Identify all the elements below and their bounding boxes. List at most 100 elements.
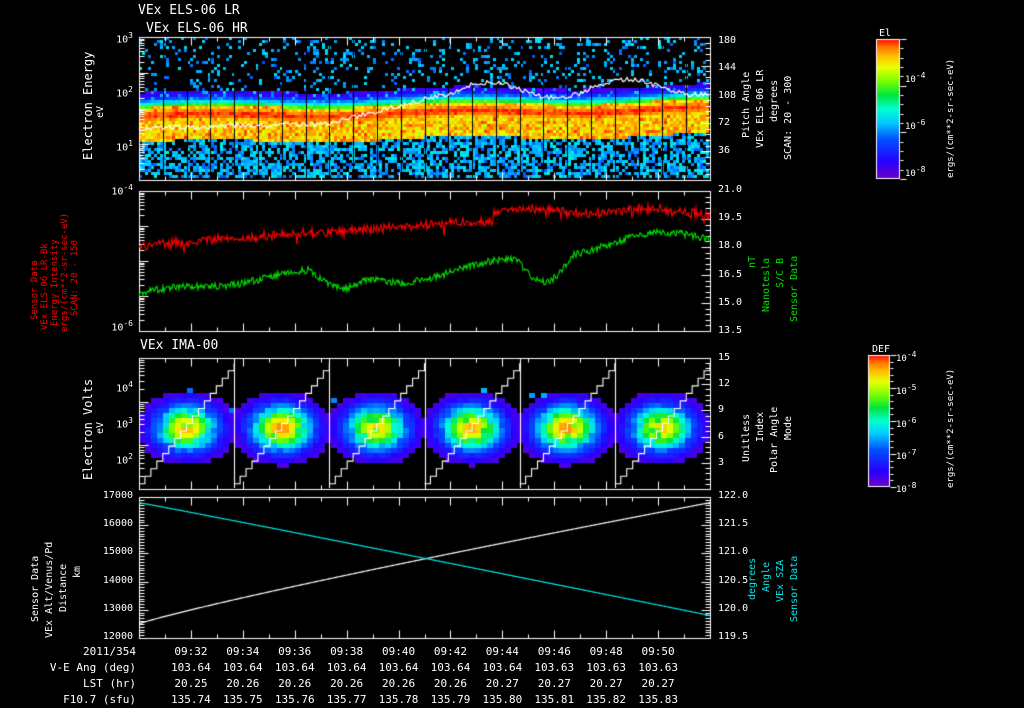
axis-table-cell-r0-c9: 09:50 <box>641 645 675 658</box>
panel3-cbar-tick-m6: 10-6 <box>896 415 917 430</box>
panel3-right-label-mode: Mode <box>783 415 794 440</box>
panel3-right-label-polar-angle: Polar Angle <box>769 406 780 473</box>
axis-table-cell-r2-c1: 20.26 <box>226 677 260 690</box>
panel4-right-tick-122p0: 122.0 <box>718 490 749 501</box>
panel3-cbar-tick-m4: 10-4 <box>896 350 917 364</box>
axis-table-row-label-2: LST (hr) <box>83 677 136 690</box>
axis-table-cell-r2-c7: 20.27 <box>537 677 571 690</box>
panel4-left-tick-17000: 17000 <box>102 490 133 501</box>
axis-table-cell-r2-c0: 20.25 <box>174 677 208 690</box>
axis-table-cell-r1-c0: 103.64 <box>171 661 211 674</box>
axis-table-cell-r2-c4: 20.26 <box>381 677 416 690</box>
panel3-y-axis-label: Electron Volts <box>81 378 95 480</box>
panel4-left-tick-13000: 13000 <box>102 602 133 614</box>
axis-table-cell-r2-c9: 20.27 <box>641 677 675 690</box>
axis-table-cell-r1-c2: 103.64 <box>274 661 315 674</box>
axis-table-row-label-0: 2011/354 <box>83 645 136 658</box>
axis-table-cell-r0-c0: 09:32 <box>174 645 208 658</box>
panel3-cbar-tick-m7: 10-7 <box>896 448 917 463</box>
axis-table-cell-r1-c8: 103.63 <box>586 661 627 674</box>
axis-table-cell-r3-c0: 135.74 <box>171 693 211 706</box>
panel1-ytick-1: 101 <box>116 139 133 154</box>
panel2-right-label-sc-b: S/C B <box>775 257 786 288</box>
panel3-right-tick-6: 6 <box>718 430 725 442</box>
panel3-title: VEx IMA-00 <box>140 338 219 353</box>
axis-table-cell-r0-c3: 09:38 <box>330 645 364 658</box>
panel4-left-label-km: km <box>72 565 83 578</box>
axis-table-cell-r3-c5: 135.79 <box>430 693 471 706</box>
panel3-ytick-3: 103 <box>116 416 133 431</box>
panel3-ytick-2: 102 <box>116 452 133 467</box>
axis-table-cell-r2-c6: 20.27 <box>485 677 519 690</box>
panel1-y-axis-units: eV <box>95 105 106 118</box>
axis-table-cell-r2-c3: 20.26 <box>330 677 364 690</box>
panel4-right-label-sza: VEx SZA <box>775 559 786 602</box>
panel4-right-tick-121p5: 121.5 <box>718 518 749 530</box>
axis-table-cell-r1-c6: 103.64 <box>482 661 523 674</box>
axis-table-cell-r0-c4: 09:40 <box>381 645 416 658</box>
panel4-left-tick-12000: 12000 <box>102 631 133 642</box>
axis-table-cell-r3-c8: 135.82 <box>586 693 627 706</box>
panel1-colorbar-units: ergs/(cm**2-sr-sec-eV) <box>946 58 956 178</box>
panel2-left-label-scan: SCAN: 20 - 150 <box>70 240 80 316</box>
panel1-colorbar-name: El <box>879 28 892 39</box>
panel2-right-tick-16p5: 16.5 <box>718 268 743 280</box>
axis-table-cell-r3-c9: 135.83 <box>638 693 678 706</box>
panel4-left-tick-14000: 14000 <box>102 574 133 586</box>
panel1-right-tick-144: 144 <box>718 62 737 74</box>
panel3-cbar-tick-m8: 10-8 <box>896 481 917 496</box>
axis-table-cell-r0-c5: 09:42 <box>433 645 468 658</box>
axis-table-cell-r0-c1: 09:34 <box>226 645 260 658</box>
axis-table-cell-r0-c6: 09:44 <box>485 645 519 658</box>
panel1-right-tick-108: 108 <box>718 89 737 101</box>
panel4-right-tick-121p0: 121.0 <box>718 546 749 558</box>
panel3-y-axis-units: eV <box>95 421 106 434</box>
panel4-left-label-source: VEx Alt/Venus/Pd <box>44 541 55 638</box>
panel2-ytick-m6: 10-6 <box>111 319 133 334</box>
panel1-right-tick-180: 180 <box>718 35 737 46</box>
axis-table-cell-r1-c4: 103.64 <box>378 661 419 674</box>
axis-table-cell-r2-c5: 20.26 <box>433 677 468 690</box>
panel2-right-tick-18p0: 18.0 <box>718 240 743 252</box>
panel4-right-label-angle: Angle <box>761 561 772 592</box>
axis-table-cell-r3-c3: 135.77 <box>326 693 367 706</box>
panel2-right-label-nanotesla: Nanotesla <box>761 257 772 312</box>
panel2-right-label-sensor-data: Sensor Data <box>789 255 800 322</box>
panel1-y-axis-label: Electron Energy <box>81 51 95 160</box>
panel4-left-tick-15000: 15000 <box>102 546 133 558</box>
panel3-right-tick-3: 3 <box>718 456 725 468</box>
panel2-right-tick-19p5: 19.5 <box>718 212 743 224</box>
panel1-cbar-tick--8: 10-8 <box>905 165 926 179</box>
panel3-ytick-4: 104 <box>116 380 133 395</box>
panel1-right-label-scan: SCAN: 20 - 300 <box>783 75 794 160</box>
panel1-cbar-tick--6: 10-6 <box>905 118 926 132</box>
panel3-colorbar-name: DEF <box>872 344 891 355</box>
axis-table-cell-r0-c8: 09:48 <box>589 645 623 658</box>
axis-table-cell-r0-c2: 09:36 <box>278 645 312 658</box>
axis-table-cell-r3-c2: 135.76 <box>274 693 315 706</box>
panel1-cbar-tick--4: 10-4 <box>905 71 926 85</box>
panel1-right-label-units: degrees <box>769 79 780 122</box>
panel4-right-tick-120p0: 120.0 <box>718 602 749 614</box>
panel2-right-label-nt: nT <box>747 255 758 268</box>
panel2-ytick-m4: 10-4 <box>111 183 133 198</box>
panel3-right-tick-9: 9 <box>718 404 725 416</box>
axis-table-cell-r2-c8: 20.27 <box>589 677 623 690</box>
axis-table-cell-r1-c7: 103.63 <box>534 661 575 674</box>
axis-table-cell-r3-c6: 135.80 <box>482 693 523 706</box>
panel4-right-label-degrees: degrees <box>747 557 758 600</box>
panel1-right-tick-36: 36 <box>718 144 731 156</box>
panel1-title-lr: VEx ELS-06 LR <box>138 3 240 18</box>
axis-table-cell-r1-c9: 103.63 <box>638 661 678 674</box>
axis-table-cell-r3-c4: 135.78 <box>378 693 419 706</box>
panel1-ytick-3: 103 <box>116 31 133 46</box>
panel1-title-hr: VEx ELS-06 HR <box>146 21 248 36</box>
panel1-right-tick-72: 72 <box>718 117 731 129</box>
axis-table-cell-r2-c2: 20.26 <box>278 677 312 690</box>
panel3-right-label-unitless: Unitless <box>741 413 752 462</box>
axis-table-row-label-3: F10.7 (sfu) <box>63 693 136 706</box>
panel4-right-tick-120p5: 120.5 <box>718 574 749 586</box>
panel4-right-tick-119p5: 119.5 <box>718 631 749 642</box>
